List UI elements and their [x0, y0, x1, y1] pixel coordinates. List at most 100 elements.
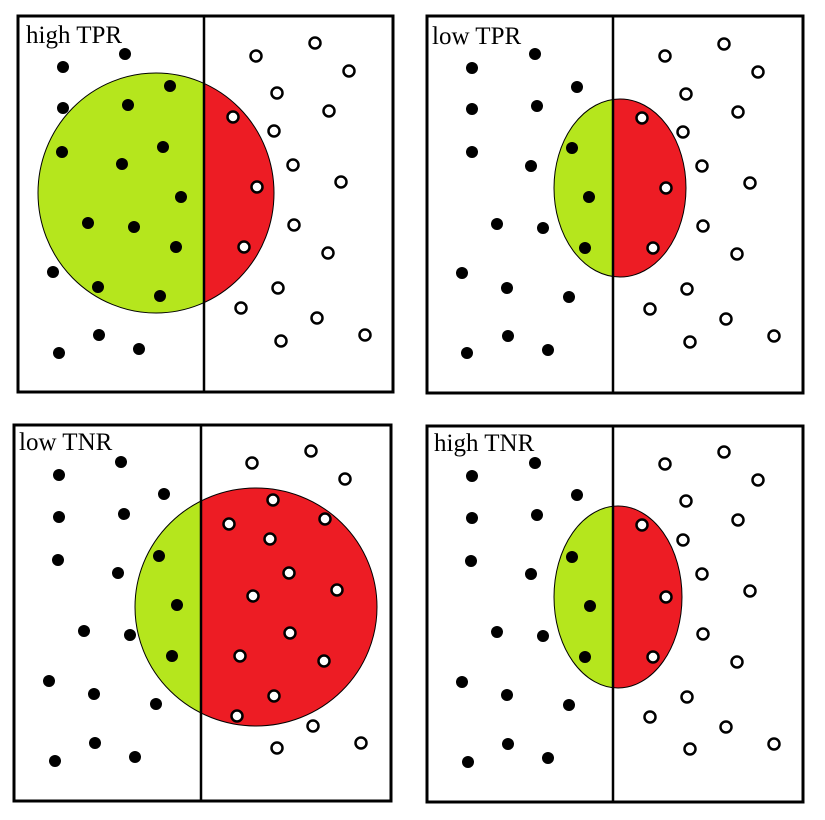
negative-dot [283, 626, 297, 640]
negative-dot [646, 241, 660, 255]
negative-dot [304, 444, 318, 458]
negative-dot [270, 86, 284, 100]
panel-title: low TNR [19, 429, 113, 456]
positive-dot [456, 267, 468, 279]
negative-dot [696, 219, 710, 233]
negative-dot [696, 627, 710, 641]
negative-dot [267, 689, 281, 703]
negative-dot [266, 493, 280, 507]
negative-dot [695, 159, 709, 173]
positive-dot [566, 142, 578, 154]
positive-dot [502, 738, 514, 750]
positive-dot [491, 626, 503, 638]
positive-dot [78, 625, 90, 637]
positive-dot [112, 567, 124, 579]
negative-dot [717, 445, 731, 459]
negative-dot [730, 655, 744, 669]
positive-dot [466, 62, 478, 74]
positive-dot [171, 599, 183, 611]
negative-dot [271, 281, 285, 295]
panel-low-tpr: low TPR [425, 14, 805, 395]
negative-dot [767, 329, 781, 343]
positive-dot [566, 551, 578, 563]
positive-dot [466, 146, 478, 158]
positive-dot [128, 221, 140, 233]
positive-dot [119, 48, 131, 60]
positive-dot [531, 100, 543, 112]
negative-dot [658, 49, 672, 63]
positive-dot [93, 329, 105, 341]
positive-dot [166, 650, 178, 662]
positive-dot [82, 217, 94, 229]
negative-dot [679, 494, 693, 508]
panel-title: high TPR [26, 22, 122, 49]
negative-dot [234, 301, 248, 315]
negative-dot [233, 649, 247, 663]
negative-dot [282, 566, 296, 580]
panel-title: low TPR [432, 23, 521, 50]
negative-dots [222, 444, 368, 755]
positive-dot [53, 469, 65, 481]
positive-dot [150, 698, 162, 710]
positive-dot [53, 347, 65, 359]
positive-dot [571, 489, 583, 501]
positive-dot [154, 290, 166, 302]
positive-dot [537, 222, 549, 234]
positive-dot [583, 191, 595, 203]
positive-dot [465, 555, 477, 567]
positive-dot [43, 675, 55, 687]
positive-dot [133, 343, 145, 355]
positive-dots [47, 48, 187, 359]
negative-dot [658, 457, 672, 471]
negative-dot [267, 124, 281, 138]
negative-dot [321, 246, 335, 260]
negative-dot [717, 37, 731, 51]
negative-dots [226, 36, 372, 348]
positive-dot [501, 689, 513, 701]
positive-dot [124, 629, 136, 641]
negative-dot [643, 710, 657, 724]
negative-dot [680, 282, 694, 296]
negative-dot [719, 312, 733, 326]
selection-left [135, 501, 201, 713]
positive-dot [466, 470, 478, 482]
negative-dot [330, 583, 344, 597]
positive-dot [529, 48, 541, 60]
negative-dot [270, 741, 284, 755]
positive-dot [529, 457, 541, 469]
negative-dots [635, 37, 781, 349]
negative-dot [695, 567, 709, 581]
positive-dot [175, 191, 187, 203]
positive-dots [456, 48, 595, 359]
positive-dot [153, 550, 165, 562]
negative-dot [659, 590, 673, 604]
negative-dot [263, 532, 277, 546]
positive-dot [57, 61, 69, 73]
negative-dot [246, 589, 260, 603]
positive-dot [525, 160, 537, 172]
negative-dot [334, 175, 348, 189]
negative-dot [286, 158, 300, 172]
positive-dot [456, 676, 468, 688]
positive-dot [56, 146, 68, 158]
selection-outline [553, 505, 683, 689]
negative-dot [338, 472, 352, 486]
negative-dot [743, 584, 757, 598]
negative-dot [730, 247, 744, 261]
positive-dot [118, 508, 130, 520]
panel-low-tnr: low TNR [12, 423, 393, 803]
negative-dot [635, 111, 649, 125]
negative-dot [249, 49, 263, 63]
positive-dot [501, 282, 513, 294]
negative-dot [731, 105, 745, 119]
negative-dot [226, 110, 240, 124]
positive-dot [466, 512, 478, 524]
positive-dot [571, 81, 583, 93]
positive-dot [116, 158, 128, 170]
positive-dot [52, 554, 64, 566]
positive-dot [563, 291, 575, 303]
selection-outline [37, 72, 275, 314]
negative-dot [676, 533, 690, 547]
negative-dot [683, 335, 697, 349]
positive-dot [115, 456, 127, 468]
